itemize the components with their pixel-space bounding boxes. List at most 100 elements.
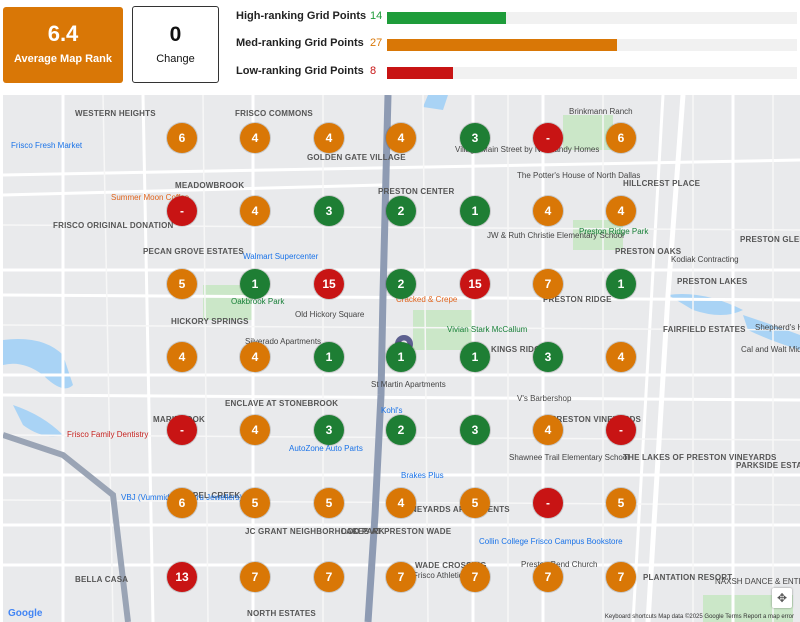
grid-rank-marker[interactable]: 4: [240, 415, 270, 445]
grid-rank-marker[interactable]: 2: [386, 269, 416, 299]
place-label: PRESTON CENTER: [378, 187, 455, 196]
grid-rank-marker[interactable]: 4: [240, 342, 270, 372]
poi-label[interactable]: Frisco Fresh Market: [11, 141, 83, 150]
grid-rank-marker[interactable]: 6: [167, 488, 197, 518]
place-label: PRESTON RIDGE: [543, 295, 612, 304]
poi-label[interactable]: Old Hickory Square: [295, 310, 365, 319]
grid-rank-marker[interactable]: 6: [606, 123, 636, 153]
google-logo: Google: [8, 608, 43, 619]
place-label: PRESTON GLEN: [740, 235, 800, 244]
poi-label[interactable]: V's Barbershop: [517, 394, 572, 403]
grid-rank-marker[interactable]: -: [606, 415, 636, 445]
grid-rank-marker[interactable]: 1: [460, 342, 490, 372]
poi-label[interactable]: AutoZone Auto Parts: [289, 444, 363, 453]
grid-rank-marker[interactable]: 1: [386, 342, 416, 372]
grid-rank-marker[interactable]: 15: [460, 269, 490, 299]
poi-label[interactable]: Collin College Frisco Campus Bookstore: [479, 537, 623, 546]
grid-rank-marker[interactable]: 4: [167, 342, 197, 372]
grid-rank-marker[interactable]: 1: [460, 196, 490, 226]
poi-label[interactable]: The Potter's House of North Dallas: [517, 171, 641, 180]
compass-icon[interactable]: ✥: [772, 588, 792, 608]
grid-rank-marker[interactable]: 13: [167, 562, 197, 592]
grid-rank-marker[interactable]: 15: [314, 269, 344, 299]
grid-rank-marker[interactable]: 7: [533, 269, 563, 299]
poi-label[interactable]: Cal and Walt Middle School: [741, 345, 800, 354]
grid-rank-marker[interactable]: 4: [314, 123, 344, 153]
grid-rank-marker[interactable]: -: [533, 123, 563, 153]
ranking-bar-track: [387, 39, 797, 51]
grid-rank-marker[interactable]: 5: [460, 488, 490, 518]
poi-label[interactable]: Frisco Family Dentistry: [67, 430, 149, 439]
grid-rank-marker[interactable]: 3: [460, 415, 490, 445]
poi-label[interactable]: Brakes Plus: [401, 471, 444, 480]
poi-label[interactable]: JW & Ruth Christie Elementary School: [487, 231, 624, 240]
grid-rank-marker[interactable]: 4: [606, 342, 636, 372]
place-label: KINGS RIDGE: [491, 345, 547, 354]
poi-label[interactable]: Frisco Athletic: [413, 571, 463, 580]
average-rank-card: 6.4 Average Map Rank: [3, 7, 123, 83]
grid-rank-marker[interactable]: 7: [314, 562, 344, 592]
grid-rank-marker[interactable]: -: [533, 488, 563, 518]
place-label: WADE CROSSING: [415, 561, 487, 570]
place-label: CHAPEL CREEK: [175, 491, 241, 500]
grid-rank-marker[interactable]: 3: [314, 415, 344, 445]
grid-rank-marker[interactable]: 5: [314, 488, 344, 518]
grid-rank-marker[interactable]: 6: [167, 123, 197, 153]
place-label: FRISCO COMMONS: [235, 109, 313, 118]
place-label: VINEYARDS APARTMENTS: [403, 505, 510, 514]
change-card: 0 Change: [132, 6, 219, 83]
poi-label[interactable]: Kodiak Contracting: [671, 255, 739, 264]
grid-rank-marker[interactable]: 5: [167, 269, 197, 299]
grid-rank-marker[interactable]: 4: [240, 123, 270, 153]
map-attribution[interactable]: Keyboard shortcuts Map data ©2025 Google…: [604, 614, 794, 620]
grid-rank-marker[interactable]: 7: [386, 562, 416, 592]
grid-rank-marker[interactable]: 7: [606, 562, 636, 592]
grid-rank-marker[interactable]: 1: [240, 269, 270, 299]
grid-rank-marker[interactable]: 4: [533, 196, 563, 226]
grid-rank-marker[interactable]: 4: [240, 196, 270, 226]
map-view[interactable]: WESTERN HEIGHTS FRISCO COMMONS GOLDEN GA…: [3, 95, 800, 622]
grid-rank-marker[interactable]: 7: [460, 562, 490, 592]
grid-rank-marker[interactable]: 4: [606, 196, 636, 226]
place-label: FAIRFIELD ESTATES: [663, 325, 746, 334]
poi-label[interactable]: Summer Moon Coffee: [111, 193, 190, 202]
poi-label[interactable]: Kohl's: [381, 406, 403, 415]
poi-label[interactable]: Preston Ridge Park: [579, 227, 649, 236]
grid-rank-marker[interactable]: 1: [314, 342, 344, 372]
place-label: GOLDEN GATE VILLAGE: [307, 153, 406, 162]
place-label: PRESTON LAKES: [677, 277, 748, 286]
place-label: THE LAKES OF PRESTON VINEYARDS: [623, 453, 777, 462]
poi-label[interactable]: NAXSH DANCE & ENTERTAINMENT: [715, 577, 800, 586]
grid-rank-marker[interactable]: 4: [386, 488, 416, 518]
ranking-bar-fill: [387, 67, 453, 79]
poi-label[interactable]: Cracked & Crepe: [396, 295, 458, 304]
poi-label[interactable]: Village Main Street by Normandy Homes: [455, 145, 600, 154]
grid-rank-marker[interactable]: 5: [240, 488, 270, 518]
grid-rank-marker[interactable]: 3: [314, 196, 344, 226]
grid-rank-marker[interactable]: -: [167, 415, 197, 445]
grid-rank-marker[interactable]: 2: [386, 196, 416, 226]
poi-label[interactable]: Preston Bend Church: [521, 560, 598, 569]
grid-rank-marker[interactable]: 3: [460, 123, 490, 153]
poi-label[interactable]: St Martin Apartments: [371, 380, 446, 389]
ranking-bar-fill: [387, 12, 506, 24]
grid-rank-marker[interactable]: 2: [386, 415, 416, 445]
place-label: FRISCO ORIGINAL DONATION: [53, 221, 174, 230]
poi-label[interactable]: Shepherd's Heart: [755, 323, 800, 332]
grid-rank-marker[interactable]: 5: [606, 488, 636, 518]
grid-rank-marker[interactable]: 3: [533, 342, 563, 372]
place-label: PLANTATION RESORT: [643, 573, 733, 582]
grid-rank-marker[interactable]: 4: [386, 123, 416, 153]
grid-rank-marker[interactable]: 7: [240, 562, 270, 592]
grid-rank-marker[interactable]: 1: [606, 269, 636, 299]
place-label: HICKORY SPRINGS: [171, 317, 249, 326]
poi-label[interactable]: Vivian Stark McCallum: [447, 325, 528, 334]
poi-label[interactable]: Oakbrook Park: [231, 297, 285, 306]
grid-rank-marker[interactable]: -: [167, 196, 197, 226]
poi-label[interactable]: Shawnee Trail Elementary School: [509, 453, 630, 462]
poi-label[interactable]: Silverado Apartments: [245, 337, 322, 346]
grid-rank-marker[interactable]: 7: [533, 562, 563, 592]
poi-label[interactable]: Walmart Supercenter: [243, 252, 319, 261]
grid-rank-marker[interactable]: 4: [533, 415, 563, 445]
poi-label[interactable]: Brinkmann Ranch: [569, 107, 633, 116]
